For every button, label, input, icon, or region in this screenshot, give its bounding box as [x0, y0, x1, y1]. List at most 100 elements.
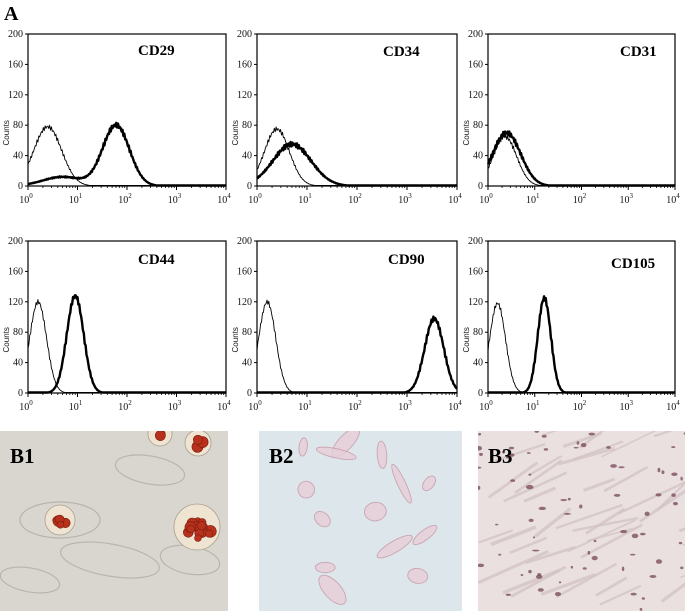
y-axis-label: Counts [2, 120, 11, 145]
dark-deposit [502, 450, 506, 454]
dark-deposit [593, 539, 597, 543]
y-tick-label: 160 [237, 266, 252, 277]
fiber-streak [599, 584, 642, 606]
y-tick-label: 0 [478, 388, 483, 399]
dark-deposit [543, 448, 549, 451]
lipid-droplet [192, 434, 203, 445]
x-tick-label: 100 [479, 399, 493, 413]
y-tick-label: 160 [468, 266, 483, 277]
y-tick-label: 160 [8, 266, 23, 277]
dark-deposit [505, 456, 510, 459]
photo-b1 [0, 431, 228, 611]
y-tick-label: 120 [237, 90, 252, 101]
x-tick-label: 100 [479, 192, 493, 206]
x-tick-label: 101 [526, 192, 540, 206]
cell-outline [0, 566, 61, 594]
fiber-streak [478, 549, 550, 584]
dark-deposit [533, 536, 536, 539]
photo-b3 [478, 431, 685, 611]
fiber-streak [585, 507, 626, 535]
x-tick-label: 104 [666, 399, 680, 413]
lipid-droplet [154, 431, 166, 441]
photo-label: B2 [269, 444, 294, 468]
dark-deposit [560, 498, 568, 502]
x-tick-label: 104 [217, 192, 231, 206]
y-tick-label: 0 [18, 388, 23, 399]
pale-stained-cell [376, 534, 413, 559]
fiber-streak [510, 565, 567, 598]
x-tick-label: 103 [168, 192, 182, 206]
pale-stained-cell [298, 437, 308, 457]
x-tick-label: 102 [118, 192, 132, 206]
fiber-streak [490, 525, 537, 547]
fiber-streak [603, 465, 649, 493]
pale-stained-cell [407, 567, 429, 584]
plot-frame [256, 240, 458, 394]
dark-deposit [528, 473, 532, 476]
y-tick-label: 0 [478, 181, 483, 192]
photo-background [259, 431, 462, 611]
y-tick-label: 80 [242, 120, 252, 131]
dark-deposit [528, 569, 532, 574]
cell-outline [19, 501, 101, 539]
histogram-cd31: 0 40 80 120 160 200 Counts 100 101 102 103 104 CD31 [462, 29, 680, 206]
y-tick-label: 120 [8, 90, 23, 101]
dark-deposit [479, 452, 484, 456]
dark-deposit [532, 549, 540, 552]
y-tick-label: 0 [247, 181, 252, 192]
dark-deposit [478, 466, 482, 469]
pale-stained-cell [412, 524, 438, 546]
histogram-cd90: 0 40 80 120 160 200 Counts 100 101 102 103 104 CD90 [231, 236, 462, 413]
dark-deposit [582, 567, 587, 570]
dark-deposit [655, 493, 662, 497]
lipid-droplet [56, 520, 65, 529]
fiber-streak [509, 536, 548, 555]
dark-deposit [641, 597, 646, 600]
y-tick-label: 160 [237, 59, 252, 70]
pale-stained-cell [391, 463, 412, 504]
fiber-streak [525, 545, 577, 565]
y-tick-label: 200 [8, 29, 23, 40]
dark-deposit [618, 466, 625, 469]
dark-deposit [526, 452, 531, 454]
dark-deposit [671, 493, 676, 497]
y-axis-label: Counts [462, 327, 471, 352]
marker-label: CD31 [620, 44, 657, 60]
fiber-streak [495, 443, 546, 462]
y-tick-label: 120 [468, 297, 483, 308]
plot-frame [27, 33, 227, 187]
marker-histogram-line [487, 295, 676, 394]
dark-deposit [610, 464, 617, 468]
marker-histogram-line [27, 121, 227, 187]
y-tick-label: 200 [468, 236, 483, 247]
dark-deposit [534, 431, 540, 433]
cell-outline [114, 454, 186, 486]
fiber-streak [600, 431, 657, 458]
histogram-cd105: 0 40 80 120 160 200 Counts 100 101 102 103 104 CD105 [462, 236, 680, 413]
isotype-control-line [256, 299, 457, 393]
pale-stained-cell [376, 440, 388, 469]
dark-deposit [630, 592, 637, 596]
cell-outline [60, 541, 160, 579]
fiber-streak [567, 519, 637, 553]
x-tick-label: 103 [620, 399, 634, 413]
dark-deposit [657, 467, 661, 473]
pale-stained-cell [313, 511, 331, 528]
histogram-cd44: 0 40 80 120 160 200 Counts 100 101 102 103 104 CD44 [2, 236, 231, 413]
dark-deposit [478, 445, 482, 451]
marker-label: CD34 [383, 44, 420, 60]
x-tick-label: 103 [398, 399, 412, 413]
x-tick-label: 101 [69, 192, 83, 206]
histogram-cd29: 0 40 80 120 160 200 Counts 100 101 102 103 104 CD29 [2, 29, 231, 206]
dark-deposit [508, 446, 515, 450]
fiber-streak [583, 477, 616, 492]
y-tick-label: 80 [242, 327, 252, 338]
dark-deposit [528, 518, 534, 522]
y-tick-label: 200 [8, 236, 23, 247]
dark-deposit [680, 476, 683, 481]
dark-deposit [606, 446, 611, 449]
dark-deposit [495, 523, 499, 526]
dark-deposit [631, 533, 639, 539]
dark-deposit [639, 532, 646, 536]
